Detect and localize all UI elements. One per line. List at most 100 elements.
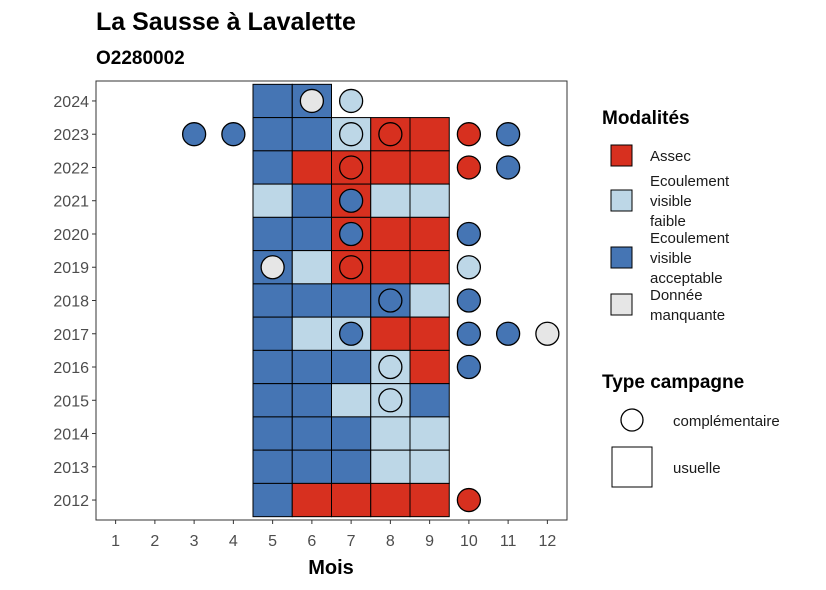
legend-label: Ecoulement [650, 230, 730, 247]
tile-usuelle [291, 150, 332, 185]
tile-usuelle [252, 117, 293, 152]
legend-label: usuelle [673, 460, 721, 477]
tile-usuelle [409, 283, 450, 318]
x-tick-label: 6 [307, 533, 316, 550]
tile-usuelle [252, 482, 293, 518]
point-complementaire [456, 122, 482, 147]
tile-usuelle [409, 216, 450, 252]
point-complementaire [181, 122, 207, 147]
tile-usuelle [331, 283, 372, 318]
tile-usuelle [291, 383, 332, 418]
x-tick-label: 2 [150, 533, 159, 550]
tile-usuelle [409, 482, 450, 518]
y-tick-label: 2014 [53, 427, 89, 444]
x-tick-label: 5 [268, 533, 277, 550]
y-tick-label: 2013 [53, 460, 89, 477]
tile-usuelle [252, 416, 293, 451]
x-tick-label: 4 [229, 533, 238, 550]
tile-usuelle [370, 183, 411, 218]
legend-label: complémentaire [673, 413, 780, 430]
legend-square-key [611, 446, 653, 488]
tile-usuelle [252, 183, 293, 218]
point-complementaire [456, 221, 482, 247]
tile-usuelle [291, 216, 332, 252]
point-complementaire [456, 321, 482, 346]
point-complementaire [338, 255, 364, 280]
tile-usuelle [331, 349, 372, 385]
legend-modalites: AssecEcoulementvisiblefaibleEcoulementvi… [610, 144, 730, 324]
x-tick-label: 7 [347, 533, 356, 550]
tile-usuelle [252, 349, 293, 385]
legend-key [610, 189, 633, 212]
point-complementaire [338, 221, 364, 247]
x-tick-label: 12 [538, 533, 556, 550]
legend-label: Assec [650, 148, 691, 165]
tile-usuelle [331, 416, 372, 451]
tile-usuelle [409, 383, 450, 418]
legend-label: faible [650, 213, 686, 230]
tile-usuelle [370, 449, 411, 484]
legend-campagne-title: Type campagne [602, 372, 744, 393]
tile-usuelle [252, 449, 293, 484]
tile-usuelle [370, 316, 411, 351]
legend-label: acceptable [650, 270, 723, 287]
legend-label: visible [650, 193, 692, 210]
point-complementaire [378, 388, 403, 413]
y-tick-label: 2023 [53, 127, 89, 144]
tile-usuelle [409, 150, 450, 185]
tile-usuelle [370, 150, 411, 185]
legend-label: Ecoulement [650, 173, 730, 190]
tile-usuelle [291, 416, 332, 451]
y-tick-label: 2017 [53, 327, 89, 344]
tile-usuelle [252, 150, 293, 185]
point-complementaire [495, 155, 521, 180]
x-axis-title: Mois [308, 557, 354, 579]
tile-usuelle [331, 383, 372, 418]
y-tick-label: 2022 [53, 160, 89, 177]
point-complementaire [338, 122, 364, 147]
tile-usuelle [252, 216, 293, 252]
point-complementaire [495, 321, 521, 346]
point-complementaire [495, 122, 521, 147]
legend-modalites-title: Modalités [602, 108, 690, 129]
tile-usuelle [291, 250, 332, 285]
tile-usuelle [409, 416, 450, 451]
tile-usuelle [331, 449, 372, 484]
tile-usuelle [409, 250, 450, 285]
point-complementaire [338, 321, 364, 346]
tile-usuelle [409, 183, 450, 218]
x-axis: 1 2 3 4 5 6 7 8 9 10 11 12 [111, 520, 556, 550]
legend: Modalités AssecEcoulementvisiblefaibleEc… [602, 108, 780, 488]
y-tick-label: 2021 [53, 194, 89, 211]
tile-usuelle [252, 83, 293, 119]
point-complementaire [260, 255, 285, 280]
x-tick-label: 8 [386, 533, 395, 550]
point-complementaire [378, 354, 403, 380]
tile-usuelle [291, 183, 332, 218]
y-tick-label: 2016 [53, 360, 89, 377]
tile-usuelle [291, 449, 332, 484]
tile-usuelle [291, 482, 332, 518]
y-tick-label: 2018 [53, 294, 89, 311]
tile-usuelle [409, 349, 450, 385]
point-complementaire [456, 487, 482, 513]
tile-usuelle [291, 283, 332, 318]
tile-usuelle [370, 216, 411, 252]
tile-usuelle [331, 482, 372, 518]
x-tick-label: 1 [111, 533, 120, 550]
x-tick-label: 11 [500, 533, 517, 550]
legend-label: Donnée [650, 287, 703, 304]
tile-usuelle [370, 250, 411, 285]
chart-subtitle: O2280002 [96, 48, 185, 69]
legend-key [610, 293, 633, 316]
x-tick-label: 3 [190, 533, 199, 550]
y-tick-label: 2012 [53, 493, 89, 510]
legend-circle-key [620, 408, 644, 432]
tiles-layer [252, 83, 450, 518]
point-complementaire [456, 155, 482, 180]
tile-usuelle [409, 449, 450, 484]
point-complementaire [338, 155, 364, 180]
legend-label: manquante [650, 307, 725, 324]
point-complementaire [456, 288, 482, 313]
